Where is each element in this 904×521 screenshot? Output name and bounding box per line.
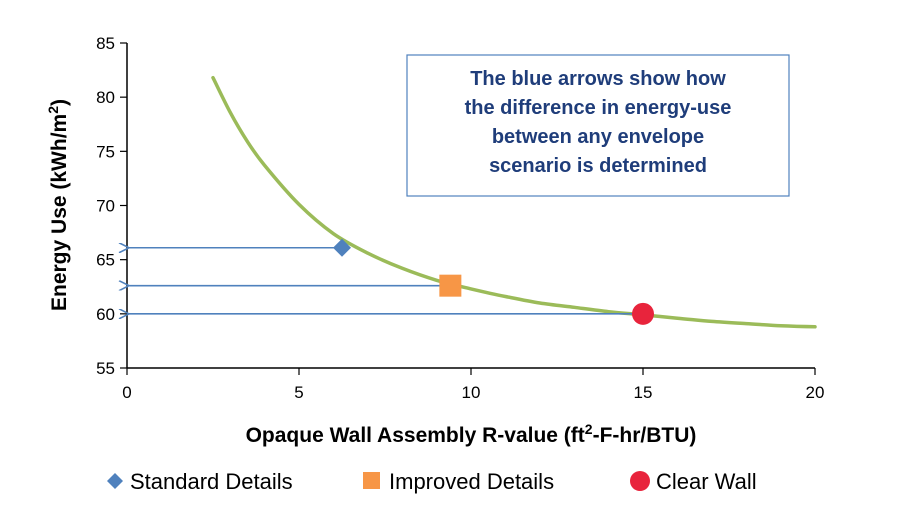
legend-label-standard: Standard Details	[130, 469, 293, 494]
standard-details-marker	[333, 238, 351, 257]
y-tick-label: 75	[96, 142, 115, 161]
energy-curve-line	[211, 75, 817, 329]
x-ticks: 0 5 10 15 20	[122, 368, 824, 402]
x-axis-title: Opaque Wall Assembly R-value (ft2-F-hr/B…	[246, 421, 697, 447]
y-tick-label: 60	[96, 305, 115, 324]
annotation-line-2: the difference in energy-use	[465, 97, 732, 119]
y-ticks: 55 60 65 70 75 80 85	[96, 34, 127, 378]
x-tick-label: 0	[122, 383, 131, 402]
legend-diamond-icon	[107, 473, 123, 489]
blue-arrows	[129, 248, 643, 314]
y-tick-label: 85	[96, 34, 115, 53]
annotation-box: The blue arrows show how the difference …	[406, 54, 790, 197]
y-axis-title: Energy Use (kWh/m2)	[45, 99, 71, 311]
annotation-frame	[406, 54, 790, 197]
scenario-markers	[333, 238, 654, 325]
y-tick-label: 70	[96, 197, 115, 216]
y-tick-label: 80	[96, 88, 115, 107]
y-tick-label: 65	[96, 251, 115, 270]
x-tick-label: 10	[462, 383, 481, 402]
x-tick-label: 5	[294, 383, 303, 402]
annotation-line-3: between any envelope	[492, 126, 704, 148]
clear-wall-marker	[632, 302, 654, 325]
y-tick-label: 55	[96, 359, 115, 378]
x-tick-label: 20	[806, 383, 825, 402]
legend-circle-icon	[630, 471, 650, 491]
annotation-line-1: The blue arrows show how	[470, 68, 726, 90]
legend-label-clear: Clear Wall	[656, 469, 757, 494]
x-tick-label: 15	[634, 383, 653, 402]
legend-square-icon	[363, 472, 380, 489]
annotation-line-4: scenario is determined	[489, 155, 707, 177]
improved-details-marker	[439, 274, 462, 297]
legend-label-improved: Improved Details	[389, 469, 554, 494]
legend: Standard Details Improved Details Clear …	[107, 469, 757, 494]
